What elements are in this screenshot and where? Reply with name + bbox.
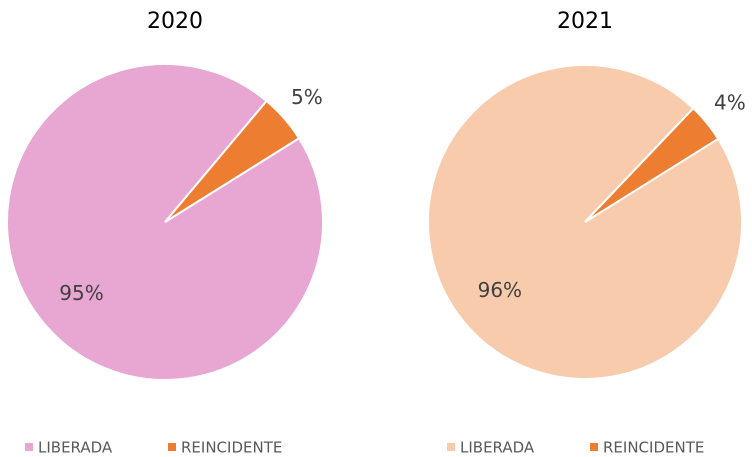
legend-label: LIBERADA [460,439,535,457]
legend-label: REINCIDENTE [181,439,282,457]
data-label: 5% [291,85,323,109]
pie-slice [164,99,301,223]
chart-title: 2020 [147,9,203,34]
data-label: 96% [478,278,522,302]
data-label: 95% [59,281,103,305]
legend-swatch [168,443,176,451]
legend-swatch [25,443,33,451]
data-label: 4% [714,90,746,114]
legend-label: LIBERADA [38,439,113,457]
chart-title: 2021 [557,9,613,34]
legend-swatch [447,443,455,451]
legend-label: REINCIDENTE [603,439,704,457]
legend-swatch [590,443,598,451]
pie-slice [584,106,720,223]
